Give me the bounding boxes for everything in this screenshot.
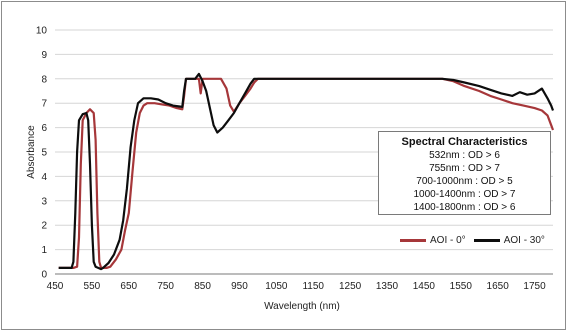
y-tick-labels: 0 1 2 3 4 5 6 7 8 9 10 <box>36 26 48 281</box>
y-tick-label: 3 <box>41 196 47 207</box>
x-tick-label: 950 <box>231 281 248 292</box>
spec-line: 1000-1400nm : OD > 7 <box>413 189 516 200</box>
legend-item: AOI - 0° <box>400 235 466 246</box>
y-tick-label: 5 <box>41 148 47 159</box>
spec-line: 755nm : OD > 7 <box>429 163 500 174</box>
legend: AOI - 0° AOI - 30° <box>400 235 545 246</box>
legend-label: AOI - 0° <box>430 235 466 246</box>
y-tick-label: 6 <box>41 123 47 134</box>
y-tick-label: 9 <box>41 50 47 61</box>
series-line-aoi-0 <box>58 77 555 269</box>
legend-swatch-aoi-30 <box>473 239 500 242</box>
x-tick-label: 1050 <box>265 281 288 292</box>
y-tick-label: 2 <box>41 221 47 232</box>
x-tick-label: 1450 <box>413 281 436 292</box>
x-tick-label: 450 <box>47 281 64 292</box>
y-tick-label: 10 <box>36 26 48 37</box>
y-tick-label: 8 <box>41 74 47 85</box>
x-tick-label: 550 <box>84 281 101 292</box>
legend-label: AOI - 30° <box>503 235 545 246</box>
x-tick-label: 750 <box>157 281 174 292</box>
spectral-characteristics-box: Spectral Characteristics 532nm : OD > 6 … <box>378 131 551 215</box>
x-tick-label: 1750 <box>523 281 546 292</box>
x-tick-label: 650 <box>120 281 137 292</box>
spec-line: 1400-1800nm : OD > 6 <box>413 202 516 213</box>
series-line-aoi-30 <box>58 72 555 271</box>
legend-item: AOI - 30° <box>473 235 545 246</box>
y-axis-title: Absorbance <box>26 125 37 179</box>
spec-line: 700-1000nm : OD > 5 <box>416 176 513 187</box>
y-tick-label: 0 <box>41 270 47 281</box>
x-tick-label: 1350 <box>376 281 399 292</box>
x-tick-labels: 450 550 650 750 850 950 1050 1150 1250 1350 1450 15… <box>47 281 546 292</box>
spec-line: 532nm : OD > 6 <box>429 150 500 161</box>
x-tick-label: 850 <box>194 281 211 292</box>
spec-title: Spectral Characteristics <box>401 136 528 148</box>
x-axis-title: Wavelength (nm) <box>264 301 340 312</box>
series-layer <box>58 72 555 271</box>
y-tick-label: 4 <box>41 172 47 183</box>
x-tick-label: 1650 <box>487 281 510 292</box>
y-tick-label: 7 <box>41 99 47 110</box>
y-tick-label: 1 <box>41 245 47 256</box>
x-tick-label: 1550 <box>450 281 473 292</box>
x-tick-label: 1250 <box>339 281 362 292</box>
x-tick-label: 1150 <box>302 281 324 292</box>
legend-swatch-aoi-0 <box>400 239 426 242</box>
